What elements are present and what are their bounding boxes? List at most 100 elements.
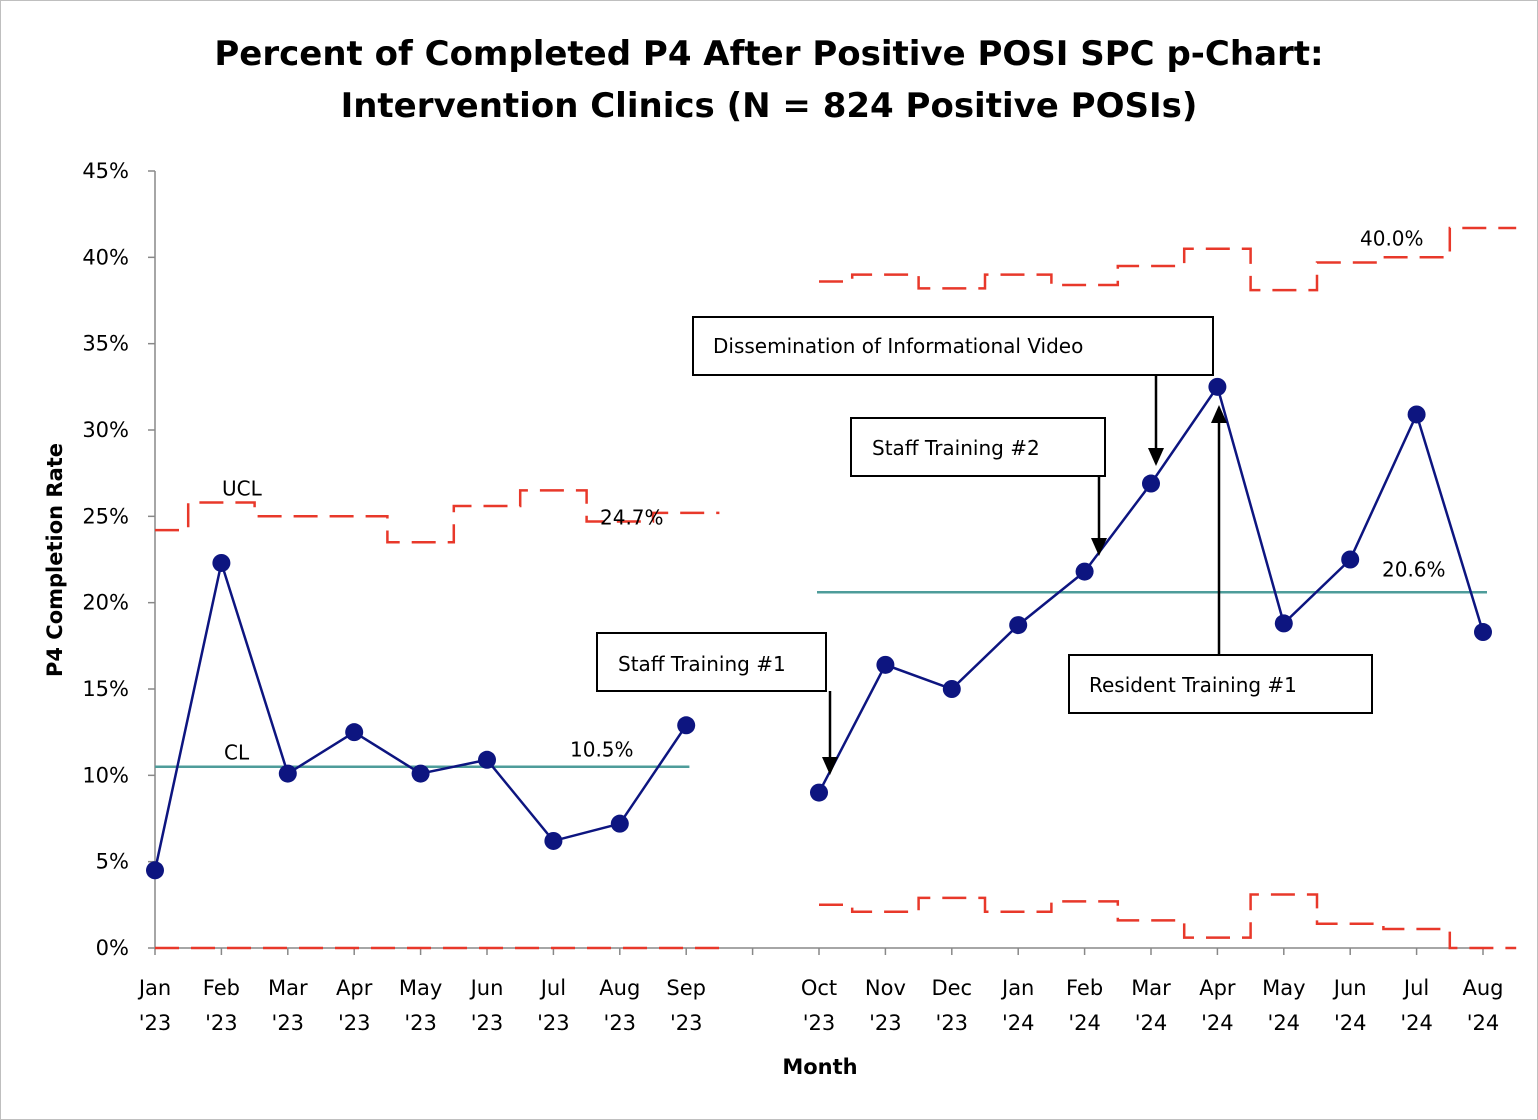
y-tick-label: 5% bbox=[96, 850, 129, 874]
ucl-line bbox=[819, 226, 1517, 292]
rate-point bbox=[810, 783, 828, 802]
cl-value-label: 20.6% bbox=[1382, 557, 1446, 581]
rate-point bbox=[1341, 550, 1360, 569]
x-tick-label-month: Oct bbox=[801, 976, 837, 1000]
rate-point bbox=[942, 680, 961, 698]
y-tick-label: 0% bbox=[96, 936, 129, 960]
x-tick-label-year: '23 bbox=[471, 1011, 504, 1035]
rate-line bbox=[153, 558, 688, 871]
rate-point bbox=[876, 655, 895, 674]
x-tick-label-year: '24 bbox=[1201, 1011, 1234, 1035]
x-tick-label-year: '23 bbox=[936, 1011, 969, 1035]
x-tick-label-month: Apr bbox=[1199, 976, 1236, 1000]
x-tick-label-year: '23 bbox=[205, 1011, 238, 1035]
annotation-label: Staff Training #1 bbox=[618, 652, 786, 676]
y-tick-label: 25% bbox=[82, 504, 129, 528]
x-tick-label-year: '24 bbox=[1467, 1011, 1500, 1035]
rate-point bbox=[345, 723, 364, 742]
ucl-value-label: 40.0% bbox=[1360, 226, 1424, 250]
chart-title-line1: Percent of Completed P4 After Positive P… bbox=[214, 34, 1324, 74]
y-tick-label: 40% bbox=[82, 245, 129, 269]
rate-point bbox=[478, 750, 496, 769]
ucl-legend-label: UCL bbox=[222, 476, 263, 500]
x-tick-label-year: '24 bbox=[1268, 1011, 1301, 1035]
annotation: Staff Training #1 bbox=[596, 632, 838, 775]
x-tick-label-year: '23 bbox=[404, 1011, 437, 1035]
x-tick-label-month: May bbox=[1262, 976, 1305, 1000]
x-tick-label-year: '24 bbox=[1068, 1011, 1101, 1035]
x-tick-label-year: '23 bbox=[803, 1011, 836, 1035]
rate-point bbox=[677, 716, 696, 735]
x-tick-label-year: '23 bbox=[604, 1011, 637, 1035]
x-tick-label-month: Aug bbox=[599, 976, 640, 1000]
rate-point bbox=[1142, 474, 1160, 493]
x-axis-title: Month bbox=[782, 1055, 857, 1079]
annotation-box bbox=[850, 417, 1106, 477]
rate-point bbox=[1407, 405, 1426, 424]
x-tick-label-month: Mar bbox=[268, 976, 308, 1000]
annotation-box bbox=[692, 316, 1214, 376]
x-tick-label-year: '23 bbox=[537, 1011, 570, 1035]
x-tick-label-month: Dec bbox=[931, 976, 972, 1000]
annotation-label: Staff Training #2 bbox=[872, 436, 1040, 460]
annotation-arrow-head bbox=[822, 757, 838, 775]
x-tick-label-month: Mar bbox=[1131, 976, 1171, 1000]
annotation-arrow-head bbox=[1091, 538, 1107, 556]
x-tick-label-year: '24 bbox=[1135, 1011, 1168, 1035]
rate-point bbox=[212, 553, 231, 572]
chart-title: Percent of Completed P4 After Positive P… bbox=[0, 28, 1538, 132]
chart-subtitle: Intervention Clinics (N = 824 Positive P… bbox=[340, 86, 1198, 126]
lcl-line bbox=[819, 893, 1517, 950]
cl-legend-label: CL bbox=[224, 741, 250, 765]
rate-point bbox=[1009, 616, 1028, 635]
rate-point bbox=[146, 861, 164, 880]
x-tick-label-month: Jun bbox=[1332, 976, 1367, 1000]
x-tick-label-month: May bbox=[399, 976, 442, 1000]
rate-point bbox=[610, 814, 629, 833]
annotation: Resident Training #1 bbox=[1068, 405, 1373, 714]
value-labels: 10.5% 24.7% UCL CL 20.6% 40.0% bbox=[222, 226, 1446, 764]
x-tick-label-month: Jul bbox=[539, 976, 566, 1000]
annotations: Staff Training #1 Staff Training #2 Dissem… bbox=[596, 316, 1373, 775]
ucl-line bbox=[155, 489, 720, 544]
annotation-label: Dissemination of Informational Video bbox=[713, 334, 1083, 358]
rate-point bbox=[278, 764, 297, 783]
annotation: Staff Training #2 bbox=[850, 417, 1107, 556]
x-tick-label-month: Jun bbox=[469, 976, 504, 1000]
axes: 0% 5% 10% 15% 20% 25% 30% 35% 40% 45% Jan '23 Feb '23… bbox=[82, 159, 1503, 1035]
x-tick-label-year: '23 bbox=[670, 1011, 703, 1035]
completion-rate-series bbox=[146, 377, 1492, 880]
x-tick-label-month: Jul bbox=[1402, 976, 1429, 1000]
y-tick-label: 35% bbox=[82, 332, 129, 356]
x-tick-label-year: '23 bbox=[139, 1011, 172, 1035]
y-tick-label: 20% bbox=[82, 591, 129, 615]
control-limits bbox=[155, 226, 1517, 950]
annotation-label: Resident Training #1 bbox=[1089, 673, 1297, 697]
annotation-box bbox=[596, 632, 827, 692]
x-tick-label-month: Feb bbox=[203, 976, 240, 1000]
annotation-box bbox=[1068, 654, 1373, 714]
y-tick-label: 30% bbox=[82, 418, 129, 442]
y-tick-label: 15% bbox=[82, 677, 129, 701]
cl-value-label: 10.5% bbox=[570, 738, 634, 762]
x-tick-label-month: Jan bbox=[1000, 976, 1034, 1000]
ucl-value-label: 24.7% bbox=[600, 506, 664, 530]
rate-point bbox=[1208, 377, 1227, 396]
x-tick-label-year: '24 bbox=[1400, 1011, 1433, 1035]
y-tick-label: 10% bbox=[82, 763, 129, 787]
annotation-arrow-head bbox=[1211, 405, 1227, 423]
x-tick-label-year: '24 bbox=[1002, 1011, 1035, 1035]
annotation: Dissemination of Informational Video bbox=[692, 316, 1214, 466]
rate-point bbox=[544, 831, 563, 850]
y-tick-label: 45% bbox=[82, 159, 129, 183]
x-tick-label-month: Apr bbox=[336, 976, 373, 1000]
x-tick-label-month: Nov bbox=[865, 976, 906, 1000]
x-tick-label-month: Feb bbox=[1066, 976, 1103, 1000]
x-tick-label-month: Aug bbox=[1462, 976, 1503, 1000]
rate-point bbox=[1075, 562, 1094, 581]
y-axis-title: P4 Completion Rate bbox=[43, 443, 67, 677]
x-tick-label-month: Sep bbox=[666, 976, 706, 1000]
x-tick-label-year: '23 bbox=[272, 1011, 305, 1035]
x-tick-label-month: Jan bbox=[137, 976, 171, 1000]
x-tick-label-year: '24 bbox=[1334, 1011, 1367, 1035]
